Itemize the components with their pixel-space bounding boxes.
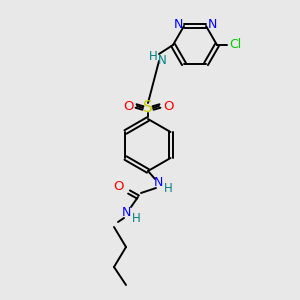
Text: O: O bbox=[163, 100, 173, 112]
Text: N: N bbox=[207, 18, 217, 32]
Text: O: O bbox=[113, 181, 123, 194]
Text: S: S bbox=[143, 100, 153, 116]
Text: O: O bbox=[123, 100, 133, 112]
Text: H: H bbox=[132, 212, 140, 226]
Text: Cl: Cl bbox=[229, 38, 241, 52]
Text: N: N bbox=[173, 18, 183, 32]
Text: N: N bbox=[121, 206, 131, 220]
Text: H: H bbox=[164, 182, 172, 194]
Text: H: H bbox=[148, 50, 158, 64]
Text: N: N bbox=[158, 55, 166, 68]
Text: N: N bbox=[153, 176, 163, 190]
